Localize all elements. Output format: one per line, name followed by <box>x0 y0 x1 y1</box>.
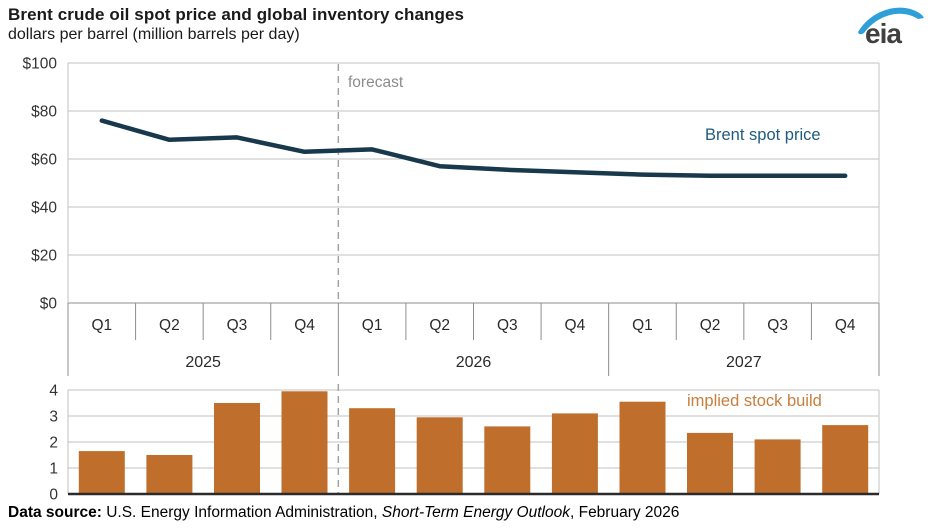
stock-bar-2025-Q4 <box>281 391 328 494</box>
quarter-label-2027-Q3: Q3 <box>767 317 788 334</box>
brent-spot-price-line <box>99 118 848 179</box>
data-source-date: , February 2026 <box>569 504 680 521</box>
eia-logo: eia <box>855 2 927 52</box>
stock-ytick-label-4: 4 <box>49 383 58 400</box>
data-source-publication: Short-Term Energy Outlook <box>381 504 570 521</box>
quarter-label-2027-Q4: Q4 <box>835 317 856 334</box>
stock-ytick-label-3: 3 <box>49 409 58 426</box>
forecast-annotation: forecast <box>348 74 404 91</box>
stock-bar-2027-Q3 <box>754 439 801 494</box>
stock-ytick-label-2: 2 <box>49 435 58 452</box>
quarter-label-2026-Q3: Q3 <box>497 317 518 334</box>
stock-bar-2026-Q4 <box>551 413 598 494</box>
quarter-label-2026-Q1: Q1 <box>362 317 383 334</box>
quarter-label-2027-Q2: Q2 <box>700 317 721 334</box>
price-ytick-label-$80: $80 <box>31 104 57 121</box>
year-label-2027: 2027 <box>726 354 762 371</box>
quarter-label-2025-Q3: Q3 <box>227 317 248 334</box>
quarter-label-2025-Q4: Q4 <box>294 317 315 334</box>
stock-bar-2025-Q3 <box>214 403 260 494</box>
price-ytick-label-$60: $60 <box>31 152 57 169</box>
brent-spot-price-series-label: Brent spot price <box>705 126 821 144</box>
quarter-label-2026-Q2: Q2 <box>429 317 450 334</box>
quarter-label-2026-Q4: Q4 <box>565 317 586 334</box>
year-label-2026: 2026 <box>456 354 492 371</box>
stock-bar-2026-Q1 <box>349 408 396 494</box>
eia-logo-text: eia <box>865 18 902 49</box>
implied-stock-build-series-label: implied stock build <box>687 392 822 410</box>
stock-bar-2027-Q1 <box>619 401 666 494</box>
quarter-label-2027-Q1: Q1 <box>632 317 653 334</box>
stock-bar-2027-Q2 <box>687 432 733 494</box>
price-ytick-label-$20: $20 <box>31 248 57 265</box>
eia-logo-swoosh-icon <box>858 7 924 35</box>
quarter-label-2025-Q2: Q2 <box>159 317 180 334</box>
data-source-label: Data source: <box>8 504 102 521</box>
stock-ytick-label-1: 1 <box>49 461 58 478</box>
stock-bar-2025-Q2 <box>146 455 193 494</box>
stock-ytick-label-0: 0 <box>49 487 58 504</box>
price-ytick-label-$100: $100 <box>23 56 58 73</box>
data-source-note: Data source: U.S. Energy Information Adm… <box>8 504 679 522</box>
stock-bar-2026-Q2 <box>416 417 463 494</box>
year-label-2025: 2025 <box>185 354 221 371</box>
page-subtitle: dollars per barrel (million barrels per … <box>8 26 300 43</box>
stock-bar-2027-Q4 <box>822 425 869 494</box>
swoosh-shape <box>858 7 924 35</box>
data-source-text: U.S. Energy Information Administration, <box>101 504 382 521</box>
stock-bar-2026-Q3 <box>484 426 531 494</box>
stock-bar-2025-Q1 <box>78 451 125 494</box>
price-ytick-label-$40: $40 <box>31 200 57 217</box>
quarter-label-2025-Q1: Q1 <box>91 317 112 334</box>
price-ytick-label-$0: $0 <box>40 296 58 313</box>
page-title: Brent crude oil spot price and global in… <box>8 5 465 24</box>
